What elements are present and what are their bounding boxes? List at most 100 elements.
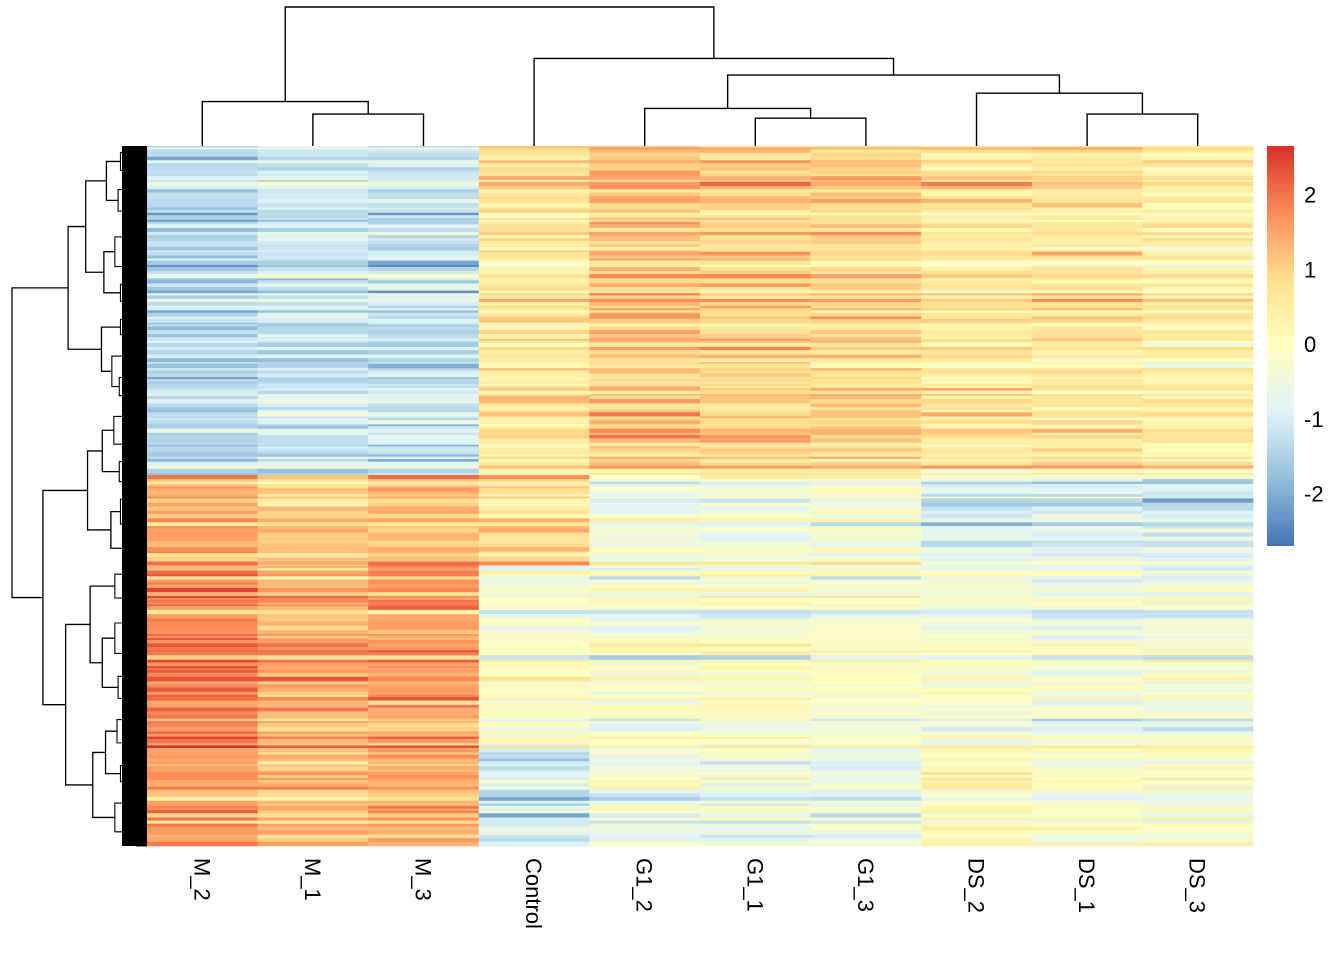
heatmap-cell: [147, 160, 258, 163]
heatmap-cell: [368, 778, 479, 781]
heatmap-cell: [479, 306, 590, 309]
heatmap-cell: [1142, 147, 1253, 149]
heatmap-cell: [1142, 670, 1253, 673]
heatmap-cell: [258, 580, 369, 583]
heatmap-cell: [1142, 167, 1253, 171]
heatmap-cell: [1142, 626, 1253, 631]
heatmap-cell: [147, 582, 258, 585]
heatmap-cell: [1032, 386, 1143, 388]
heatmap-cell: [1032, 157, 1143, 161]
heatmap-cell: [258, 793, 369, 797]
heatmap-cell: [258, 677, 369, 682]
heatmap-cell: [1142, 766, 1253, 771]
heatmap-cell: [811, 399, 922, 404]
heatmap-cell: [811, 446, 922, 448]
heatmap-cell: [1032, 514, 1143, 519]
heatmap-cell: [589, 235, 700, 238]
heatmap-cell: [1142, 271, 1253, 274]
heatmap-cell: [258, 448, 369, 452]
heatmap-cell: [1142, 433, 1253, 436]
heatmap-cell: [700, 759, 811, 762]
heatmap-cell: [589, 186, 700, 190]
heatmap-cell: [1032, 271, 1143, 274]
heatmap-cell: [589, 806, 700, 810]
heatmap-cell: [479, 280, 590, 283]
heatmap-cell: [700, 157, 811, 161]
heatmap-cell: [368, 498, 479, 503]
heatmap-cell: [921, 244, 1032, 247]
heatmap-cell: [147, 370, 258, 373]
heatmap-cell: [1032, 412, 1143, 417]
heatmap-cell: [589, 801, 700, 804]
heatmap-cell: [700, 737, 811, 740]
heatmap-cell: [368, 543, 479, 547]
heatmap-cell: [1142, 267, 1253, 271]
heatmap-cell: [921, 220, 1032, 222]
heatmap-cell: [1032, 652, 1143, 655]
heatmap-cell: [921, 723, 1032, 728]
heatmap-cell: [147, 592, 258, 596]
heatmap-cell: [1142, 213, 1253, 216]
heatmap-cell: [921, 412, 1032, 417]
heatmap-cell: [479, 341, 590, 343]
heatmap-cell: [368, 566, 479, 568]
heatmap-cell: [811, 199, 922, 203]
heatmap-cell: [479, 323, 590, 325]
heatmap-cell: [1142, 287, 1253, 291]
heatmap-cell: [368, 580, 479, 583]
heatmap-cell: [1142, 526, 1253, 529]
heatmap-cell: [147, 842, 258, 846]
heatmap-cell: [589, 446, 700, 448]
heatmap-cell: [589, 308, 700, 311]
heatmap-cell: [479, 433, 590, 436]
heatmap-cell: [368, 482, 479, 485]
heatmap-cell: [1142, 370, 1253, 373]
heatmap-cell: [258, 302, 369, 306]
heatmap-cell: [1032, 562, 1143, 566]
heatmap-cell: [147, 228, 258, 232]
heatmap-cell: [1032, 459, 1143, 462]
heatmap-cell: [147, 343, 258, 348]
heatmap-cell: [1032, 553, 1143, 557]
heatmap-cell: [1142, 176, 1253, 180]
heatmap-cell: [589, 420, 700, 425]
heatmap-cell: [700, 492, 811, 495]
heatmap-cell: [258, 827, 369, 831]
heatmap-cell: [368, 813, 479, 818]
heatmap-cell: [258, 705, 369, 708]
heatmap-cell: [1032, 469, 1143, 474]
heatmap-cell: [921, 228, 1032, 232]
heatmap-cell: [700, 446, 811, 448]
heatmap-cell: [589, 238, 700, 241]
heatmap-cell: [258, 330, 369, 334]
heatmap-cell: [258, 443, 369, 445]
heatmap-cell: [700, 274, 811, 279]
heatmap-cell: [258, 203, 369, 208]
heatmap-cell: [921, 486, 1032, 488]
heatmap-cell: [700, 180, 811, 182]
heatmap-cell: [921, 180, 1032, 182]
heatmap-cell: [147, 484, 258, 487]
heatmap-cell: [1032, 670, 1143, 673]
heatmap-cell: [921, 778, 1032, 781]
heatmap-cell: [921, 199, 1032, 203]
heatmap-cell: [147, 182, 258, 186]
heatmap-cell: [700, 267, 811, 271]
heatmap-cell: [147, 755, 258, 759]
heatmap-cell: [1032, 634, 1143, 636]
heatmap-cell: [1032, 731, 1143, 734]
heatmap-cell: [368, 196, 479, 199]
heatmap-cell: [1142, 580, 1253, 583]
heatmap-cell: [589, 435, 700, 439]
heatmap-cell: [921, 553, 1032, 557]
heatmap-cell: [700, 265, 811, 267]
heatmap-cell: [811, 663, 922, 667]
heatmap-cell: [811, 438, 922, 443]
heatmap-cell: [368, 522, 479, 526]
heatmap-cell: [258, 647, 369, 651]
heatmap-cell: [589, 433, 700, 436]
heatmap-cell: [700, 743, 811, 745]
heatmap-cell: [921, 614, 1032, 619]
heatmap-cell: [589, 498, 700, 503]
heatmap-cell: [258, 518, 369, 522]
